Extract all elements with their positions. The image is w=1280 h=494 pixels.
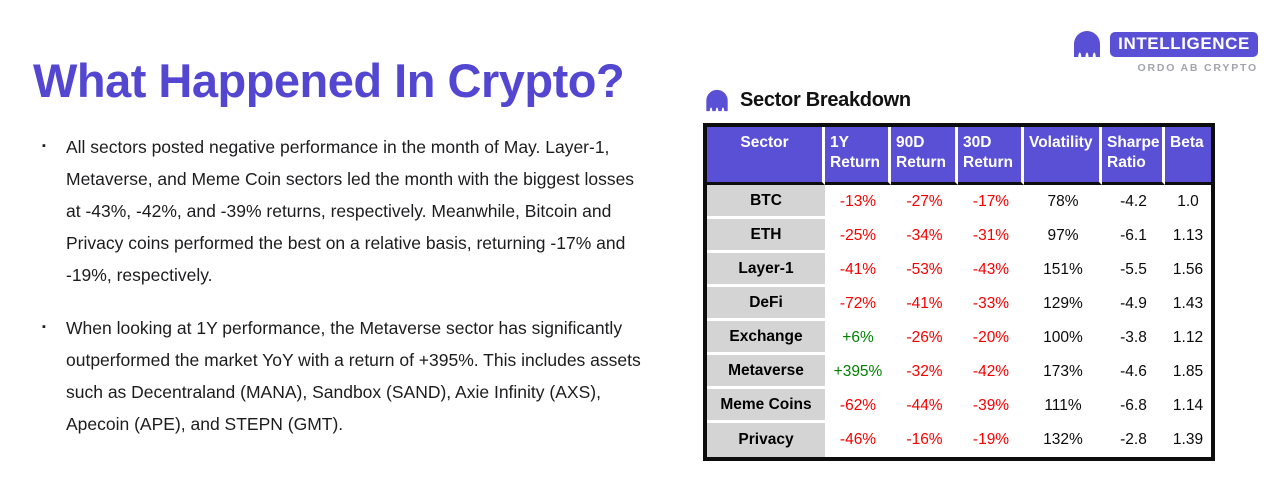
metric-cell: -4.9 <box>1120 295 1147 312</box>
brand-badge: INTELLIGENCE <box>1110 31 1258 57</box>
return-cell: -33% <box>972 295 1010 312</box>
bullet-item: When looking at 1Y performance, the Meta… <box>40 311 648 440</box>
return-cell: -39% <box>972 397 1010 414</box>
metric-cell: 151% <box>1043 261 1083 278</box>
bullet-item: All sectors posted negative performance … <box>40 130 648 291</box>
return-cell: -34% <box>906 227 943 244</box>
table-row: BTC -13% -27% -17% 78% -4.2 1.0 <box>707 185 1211 219</box>
column-header: 30D Return <box>958 127 1024 185</box>
return-cell: -20% <box>972 329 1010 346</box>
metric-cell: 111% <box>1044 397 1082 414</box>
metric-cell: 1.14 <box>1172 397 1204 414</box>
return-cell: -41% <box>906 295 943 312</box>
metric-cell: 173% <box>1043 363 1083 380</box>
section-heading: Sector Breakdown <box>703 89 1215 112</box>
return-cell: -17% <box>972 193 1010 210</box>
table-row: Privacy -46% -16% -19% 132% -2.8 1.39 <box>707 423 1211 457</box>
return-cell: -53% <box>906 261 943 278</box>
metric-cell: -2.8 <box>1120 431 1147 448</box>
return-cell: -46% <box>839 431 877 448</box>
metric-cell: 78% <box>1047 193 1079 210</box>
metric-cell: 97% <box>1047 227 1079 244</box>
table-body: BTC -13% -27% -17% 78% -4.2 1.0 ETH -25% -34% -31%… <box>707 185 1211 457</box>
return-cell: +6% <box>842 329 874 346</box>
metric-cell: 1.39 <box>1172 431 1204 448</box>
sector-cell: BTC <box>707 185 825 219</box>
kraken-icon <box>1070 30 1104 58</box>
metric-cell: -4.2 <box>1120 193 1147 210</box>
table-row: Layer-1 -41% -53% -43% 151% -5.5 1.56 <box>707 253 1211 287</box>
return-cell: -44% <box>906 397 943 414</box>
metric-cell: 1.85 <box>1172 363 1204 380</box>
sector-breakdown-table: Sector 1Y Return 90D Return 30D Return Volat… <box>703 123 1215 461</box>
sector-cell: Meme Coins <box>707 389 825 423</box>
sector-cell: Privacy <box>707 423 825 457</box>
table-row: Exchange +6% -26% -20% 100% -3.8 1.12 <box>707 321 1211 355</box>
column-header: Sector <box>707 127 825 185</box>
metric-cell: -6.1 <box>1120 227 1147 244</box>
metric-cell: 1.12 <box>1172 329 1204 346</box>
summary-bullets: All sectors posted negative performance … <box>40 130 648 461</box>
column-header: 1Y Return <box>825 127 891 185</box>
return-cell: -26% <box>906 329 943 346</box>
return-cell: -32% <box>906 363 943 380</box>
return-cell: -25% <box>839 227 877 244</box>
return-cell: -16% <box>906 431 943 448</box>
metric-cell: -4.6 <box>1120 363 1147 380</box>
return-cell: -43% <box>972 261 1010 278</box>
metric-cell: 1.56 <box>1172 261 1204 278</box>
section-title: Sector Breakdown <box>740 89 911 111</box>
sector-cell: ETH <box>707 219 825 253</box>
return-cell: -41% <box>839 261 877 278</box>
table-row: DeFi -72% -41% -33% 129% -4.9 1.43 <box>707 287 1211 321</box>
metric-cell: 129% <box>1043 295 1083 312</box>
metric-cell: 1.0 <box>1177 193 1199 210</box>
return-cell: -13% <box>839 193 877 210</box>
return-cell: -62% <box>839 397 877 414</box>
brand-logo: INTELLIGENCE ORDO AB CRYPTO <box>1070 30 1258 74</box>
return-cell: -31% <box>972 227 1010 244</box>
column-header: Beta <box>1165 127 1211 185</box>
metric-cell: 132% <box>1043 431 1083 448</box>
metric-cell: 100% <box>1043 329 1083 346</box>
sector-cell: Exchange <box>707 321 825 355</box>
sector-breakdown-section: Sector Breakdown Sector 1Y Return 90D Retu… <box>703 89 1215 461</box>
table-row: Meme Coins -62% -44% -39% 111% -6.8 1.14 <box>707 389 1211 423</box>
sector-cell: DeFi <box>707 287 825 321</box>
kraken-icon <box>703 89 731 112</box>
sector-cell: Metaverse <box>707 355 825 389</box>
table-row: Metaverse +395% -32% -42% 173% -4.6 1.85 <box>707 355 1211 389</box>
brand-subtitle: ORDO AB CRYPTO <box>1137 62 1258 74</box>
metric-cell: 1.13 <box>1172 227 1204 244</box>
metric-cell: -5.5 <box>1120 261 1147 278</box>
metric-cell: -6.8 <box>1120 397 1147 414</box>
table-row: ETH -25% -34% -31% 97% -6.1 1.13 <box>707 219 1211 253</box>
return-cell: +395% <box>833 363 883 380</box>
return-cell: -42% <box>972 363 1010 380</box>
table-header-row: Sector 1Y Return 90D Return 30D Return Volat… <box>707 127 1211 185</box>
page-title: What Happened In Crypto? <box>33 54 625 108</box>
metric-cell: 1.43 <box>1172 295 1204 312</box>
column-header: 90D Return <box>891 127 958 185</box>
return-cell: -19% <box>972 431 1010 448</box>
return-cell: -72% <box>839 295 877 312</box>
sector-cell: Layer-1 <box>707 253 825 287</box>
column-header: Sharpe Ratio <box>1102 127 1165 185</box>
return-cell: -27% <box>906 193 943 210</box>
metric-cell: -3.8 <box>1120 329 1147 346</box>
column-header: Volatility <box>1024 127 1102 185</box>
